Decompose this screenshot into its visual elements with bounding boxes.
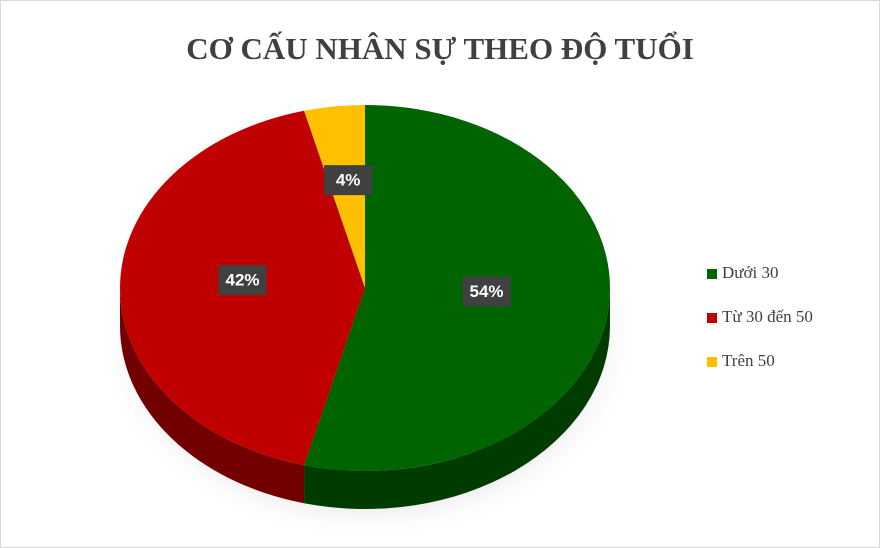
pie-side (120, 288, 305, 504)
data-label-box (324, 165, 373, 196)
data-label: 54% (470, 282, 504, 301)
legend-swatch (707, 269, 717, 279)
pie-slice (304, 105, 610, 471)
data-label: 4% (336, 171, 361, 190)
legend-label: Dưới 30 (722, 263, 778, 282)
chart-title: CƠ CẤU NHÂN SỰ THEO ĐỘ TUỔI (186, 30, 694, 66)
legend-label: Từ 30 đến 50 (722, 307, 813, 326)
legend-swatch (707, 357, 717, 367)
legend-label: Trên 50 (722, 351, 775, 370)
data-label-box (218, 265, 267, 295)
pie-side (304, 288, 610, 510)
data-label-box (462, 276, 511, 307)
data-label: 42% (225, 270, 259, 289)
legend-swatch (707, 313, 717, 323)
pie-slice (304, 105, 365, 288)
